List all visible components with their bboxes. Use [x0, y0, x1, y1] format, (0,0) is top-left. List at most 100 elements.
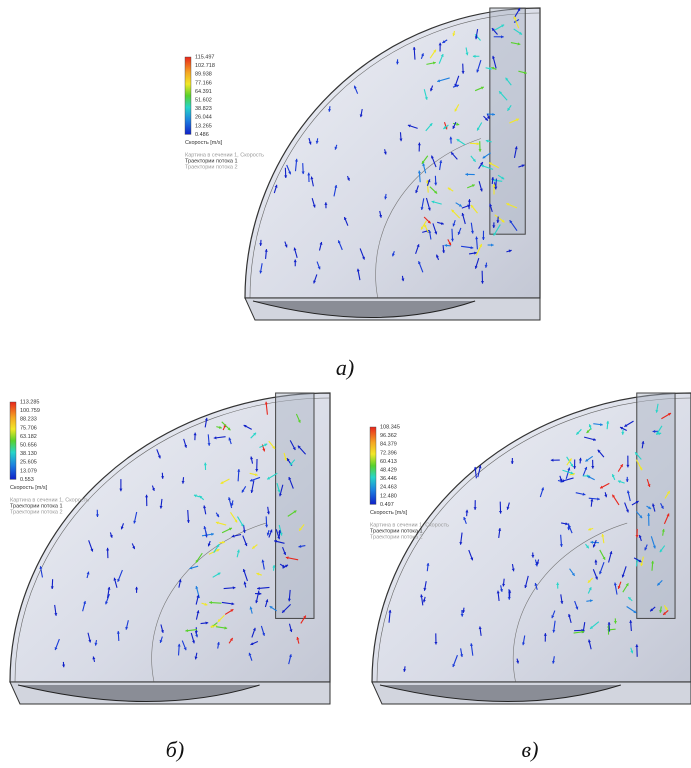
- arrow-head: [431, 155, 434, 159]
- legend-value: 51.602: [195, 97, 212, 103]
- arrow-head: [431, 200, 435, 204]
- arrow-head: [296, 637, 300, 640]
- arrow-head: [551, 615, 555, 619]
- arrow-head: [448, 242, 452, 246]
- arrow-head: [510, 461, 514, 464]
- arrow-head: [211, 532, 214, 536]
- arrow-head: [288, 477, 292, 480]
- arrow-head: [425, 180, 429, 183]
- arrow-head: [203, 462, 207, 466]
- arrow-head: [651, 560, 655, 564]
- arrow-head: [90, 548, 94, 552]
- arrow-head: [594, 559, 598, 563]
- arrow-head: [288, 654, 292, 658]
- arrow-head: [473, 507, 477, 510]
- arrow-head: [356, 268, 360, 272]
- arrow-head: [334, 185, 338, 188]
- legend-value: 0.497: [380, 502, 394, 508]
- arrow-head: [486, 116, 490, 119]
- arrow-head: [95, 514, 99, 518]
- legend-value: 36.446: [380, 476, 397, 482]
- arrow-head: [588, 587, 592, 591]
- arrow-head: [395, 61, 400, 65]
- arrow-head: [582, 492, 586, 496]
- arrow-head: [635, 452, 638, 456]
- arrow-head: [590, 498, 594, 502]
- arrow-head: [639, 515, 643, 519]
- arrow-head: [607, 621, 611, 625]
- arrow-head: [434, 190, 438, 194]
- arrow-head: [587, 639, 591, 643]
- arrow-head: [600, 485, 604, 489]
- arrow-head: [248, 652, 252, 656]
- arrow-head: [266, 532, 270, 536]
- arrow-head: [353, 85, 357, 89]
- arrow-head: [570, 463, 574, 467]
- arrow-head: [570, 471, 574, 475]
- arrow-head: [470, 246, 474, 250]
- arrow-head: [550, 458, 554, 462]
- arrow-head: [177, 643, 181, 647]
- arrow-head: [278, 530, 282, 533]
- arrow-head: [478, 626, 482, 630]
- arrow-head: [613, 620, 617, 624]
- arrow-head: [224, 626, 228, 630]
- arrow-head: [659, 549, 663, 553]
- legend-value: 100.759: [20, 408, 40, 414]
- arrow-head: [452, 664, 456, 667]
- arrow-head: [560, 601, 564, 604]
- arrow-head: [459, 541, 463, 545]
- arrow-head: [422, 163, 426, 167]
- arrow-head: [324, 202, 328, 205]
- arrow-head: [492, 55, 496, 59]
- arrow-head: [403, 669, 407, 672]
- legend-note: Траектории потока 2: [185, 164, 238, 170]
- arrow-head: [565, 522, 569, 526]
- legend-title: Скорость [m/s]: [185, 140, 223, 146]
- dome-edge: [14, 397, 331, 683]
- arrow-head: [481, 164, 485, 168]
- arrow-head: [54, 647, 58, 651]
- arrow-head: [488, 162, 492, 166]
- arrow-head: [422, 599, 426, 603]
- arrow-head: [499, 588, 503, 592]
- arrow-head: [132, 546, 136, 550]
- arrow-head: [600, 423, 603, 427]
- arrow-head: [407, 124, 411, 128]
- arrow-head: [293, 259, 297, 263]
- legend-value: 77.166: [195, 80, 212, 86]
- arrow-head: [602, 556, 606, 560]
- arrow-head: [264, 443, 268, 447]
- arrow-head: [308, 141, 312, 145]
- legend-note: Картина в сечении 1, Скорость: [10, 497, 89, 503]
- arrow-head: [657, 582, 661, 586]
- arrow-head: [456, 122, 460, 126]
- arrow-head: [449, 136, 453, 140]
- arrow-head: [427, 179, 431, 183]
- arrow-head: [427, 207, 431, 211]
- inner-arc: [512, 522, 628, 683]
- arrow-head: [243, 424, 247, 428]
- arrow-head: [491, 28, 495, 32]
- arrow-head: [193, 494, 197, 498]
- arrow-head: [194, 656, 198, 660]
- arrow-head: [343, 217, 347, 221]
- arrow-head: [107, 586, 111, 590]
- arrow-head: [92, 656, 96, 660]
- inner-arc: [375, 138, 482, 299]
- legend-value: 108.345: [380, 424, 400, 430]
- arrow-head: [262, 632, 266, 636]
- arrow-head: [259, 243, 263, 246]
- arrow-head: [434, 231, 438, 235]
- arrow-head: [244, 543, 248, 546]
- arrow-head: [416, 244, 420, 248]
- arrow-head: [663, 611, 667, 615]
- arrow-head: [259, 270, 263, 274]
- arrow-head: [502, 583, 506, 587]
- legend-value: 88.233: [20, 417, 37, 423]
- arrow-head: [250, 456, 254, 460]
- arrow-head: [442, 40, 446, 43]
- base-ellipse: [17, 684, 260, 702]
- arrow-head: [284, 244, 288, 248]
- arrow-head: [253, 432, 257, 436]
